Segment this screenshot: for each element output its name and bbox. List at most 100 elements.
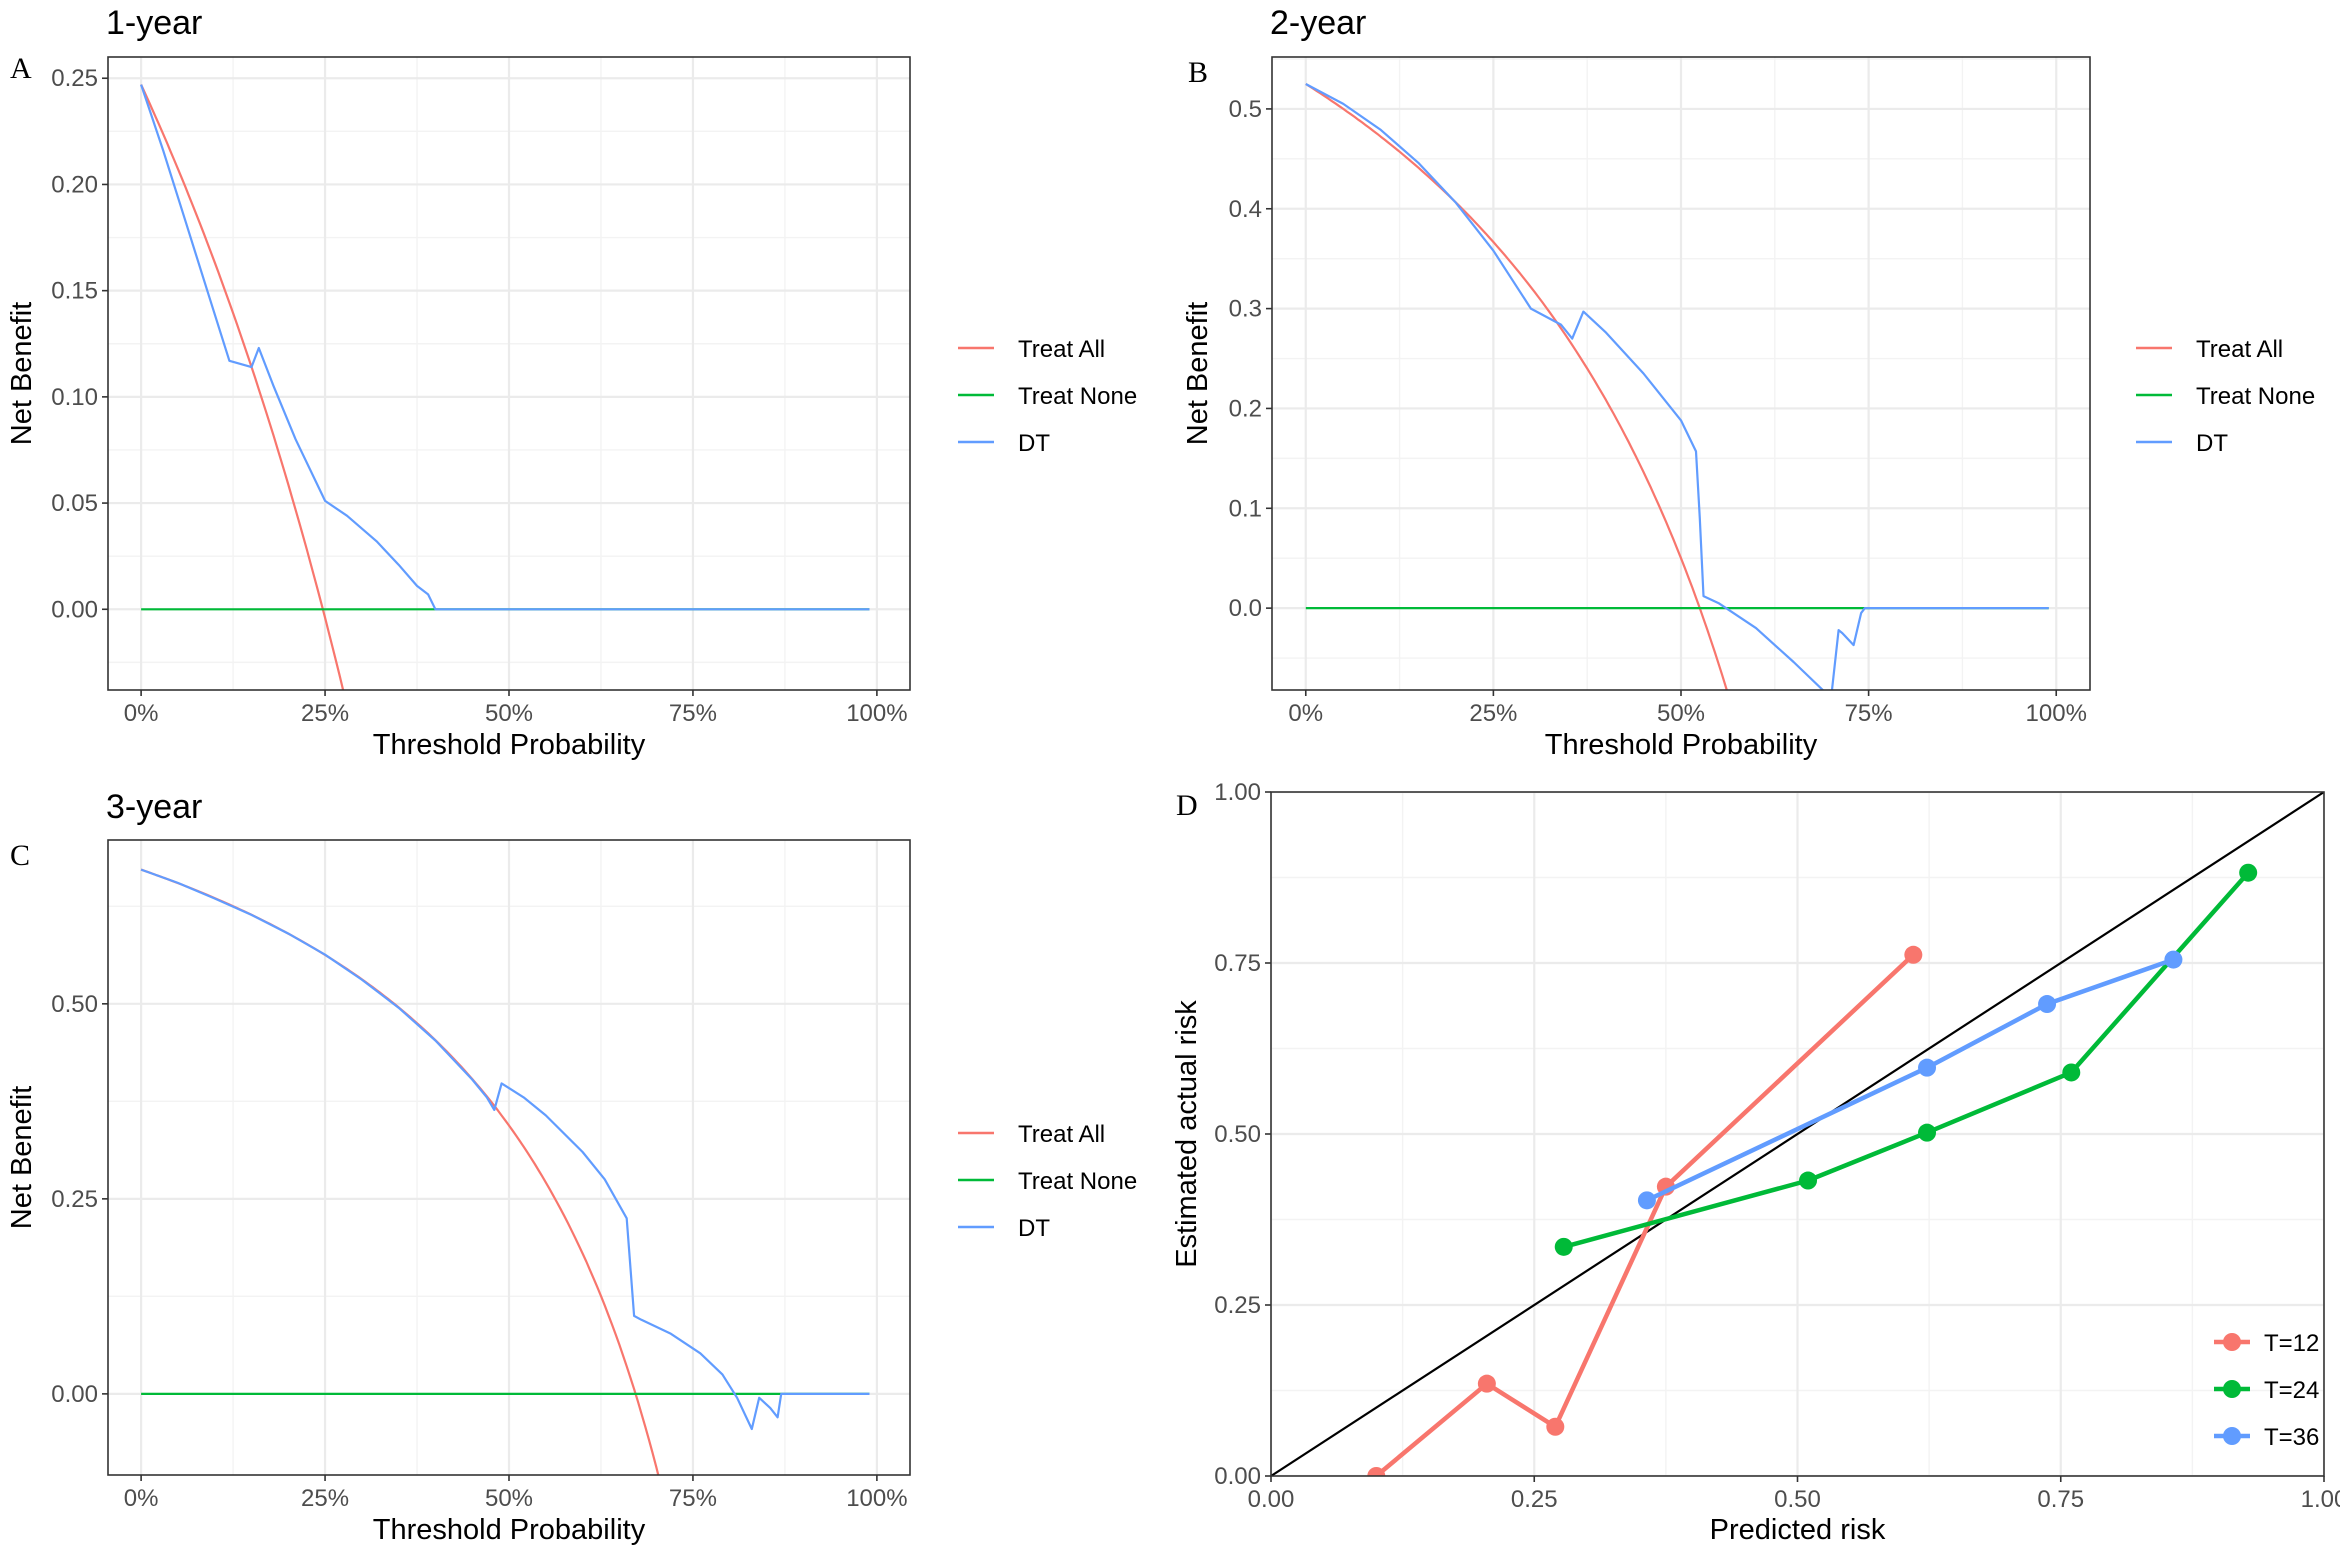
x-tick-label: 100%	[2026, 700, 2087, 727]
x-axis-label: Predicted risk	[1710, 1514, 1886, 1546]
data-point-t-12	[1367, 1467, 1386, 1476]
legend-label: Treat None	[1018, 383, 1137, 410]
panel-letter: A	[10, 52, 32, 85]
data-point-t-24	[1799, 1171, 1818, 1190]
legend-key-point	[2223, 1380, 2241, 1398]
x-tick-label: 0%	[1288, 700, 1323, 727]
series-line-treat-all	[1305, 83, 1728, 690]
y-tick-label: 0.25	[51, 65, 98, 92]
plot-area	[140, 84, 870, 690]
y-tick-label: 0.1	[1229, 495, 1262, 522]
x-tick-label: 0.00	[1248, 1486, 1295, 1513]
x-tick-label: 100%	[846, 1485, 907, 1512]
gridlines	[108, 840, 910, 1475]
legend: Treat All Treat None DT	[958, 1121, 1137, 1242]
chart-title: 1-year	[106, 4, 202, 42]
x-tick-label: 75%	[669, 700, 717, 727]
x-tick-label: 0.75	[2037, 1486, 2084, 1513]
data-point-t-24	[1554, 1237, 1573, 1256]
plot-area	[1271, 792, 2324, 1476]
x-tick-label: 0.25	[1511, 1486, 1558, 1513]
series-line-dt	[140, 84, 870, 611]
y-tick-label: 0.4	[1229, 196, 1262, 223]
y-tick-label: 0.25	[51, 1186, 98, 1213]
y-tick-label: 0.50	[51, 991, 98, 1018]
y-tick-label: 0.2	[1229, 395, 1262, 422]
data-point-t-24	[2062, 1063, 2081, 1082]
x-tick-label: 0.50	[1774, 1486, 1821, 1513]
legend: T=12 T=24 T=36	[2214, 1330, 2319, 1451]
y-tick-label: 0.75	[1214, 950, 1261, 977]
gridlines	[1272, 57, 2090, 690]
data-point-t-24	[2239, 863, 2258, 882]
series-line-dt	[1305, 83, 2049, 690]
panel-c: 0% 25% 50% 75% 100% 0.00 0.25 0.50 Threshold Pro…	[6, 788, 1137, 1546]
x-axis-label: Threshold Probability	[373, 729, 646, 761]
legend-key-point	[2223, 1427, 2241, 1445]
panel-a: 0% 25% 50% 75% 100% 0.00 0.05 0.10 0.15 0.20 0.25 T…	[6, 4, 1137, 761]
data-point-t-12	[1546, 1417, 1565, 1436]
y-tick-label: 0.50	[1214, 1121, 1261, 1148]
x-tick-label: 25%	[301, 700, 349, 727]
x-axis-label: Threshold Probability	[1545, 729, 1818, 761]
x-axis-label: Threshold Probability	[373, 1514, 646, 1546]
y-tick-label: 0.5	[1229, 96, 1262, 123]
panel-letter: D	[1176, 789, 1198, 822]
y-axis-label: Estimated actual risk	[1171, 1000, 1203, 1268]
chart-title: 3-year	[106, 788, 202, 826]
plot-area	[1305, 83, 2049, 690]
data-point-t-24	[1918, 1123, 1937, 1142]
series-line-t-12	[1374, 953, 1915, 1476]
y-tick-label: 0.15	[51, 278, 98, 305]
data-point-t-12	[1477, 1374, 1496, 1393]
legend: Treat All Treat None DT	[958, 336, 1137, 457]
data-point-t-12	[1904, 945, 1923, 964]
legend-label: T=36	[2264, 1424, 2319, 1451]
x-tick-label: 0%	[124, 700, 159, 727]
panel-letter: C	[10, 839, 30, 872]
x-tick-label: 75%	[1845, 700, 1893, 727]
legend-label: Treat None	[1018, 1168, 1137, 1195]
data-point-t-36	[1637, 1191, 1656, 1210]
gridlines	[1271, 792, 2324, 1476]
legend-label: Treat All	[2196, 336, 2283, 363]
y-tick-label: 0.10	[51, 384, 98, 411]
y-axis-label: Net Benefit	[1182, 302, 1214, 445]
y-axis-label: Net Benefit	[6, 302, 38, 445]
legend-label: DT	[2196, 430, 2228, 457]
panel-b: 0% 25% 50% 75% 100% 0.0 0.1 0.2 0.3 0.4 0.5 Thresho…	[1182, 4, 2315, 761]
x-tick-label: 1.00	[2301, 1486, 2340, 1513]
x-tick-label: 50%	[485, 700, 533, 727]
legend: Treat All Treat None DT	[2136, 336, 2315, 457]
y-axis-label: Net Benefit	[6, 1086, 38, 1229]
data-point-t-36	[2164, 950, 2183, 969]
panel-d: 0.00 0.25 0.50 0.75 1.00 0.00 0.25 0.50 0.75 1.00…	[1171, 779, 2340, 1546]
y-tick-label: 0.0	[1229, 595, 1262, 622]
series-line-t-36	[1645, 957, 2175, 1203]
legend-label: T=24	[2264, 1377, 2319, 1404]
chart-title: 2-year	[1270, 4, 1366, 42]
legend-label: T=12	[2264, 1330, 2319, 1357]
y-tick-label: 0.20	[51, 171, 98, 198]
x-tick-label: 25%	[1469, 700, 1517, 727]
y-tick-label: 0.05	[51, 490, 98, 517]
y-tick-label: 1.00	[1214, 779, 1261, 806]
y-tick-label: 0.00	[51, 1381, 98, 1408]
legend-label: Treat All	[1018, 336, 1105, 363]
legend-label: Treat All	[1018, 1121, 1105, 1148]
data-point-t-36	[1918, 1058, 1937, 1077]
y-tick-label: 0.00	[1214, 1463, 1261, 1490]
x-tick-label: 25%	[301, 1485, 349, 1512]
x-tick-label: 100%	[846, 700, 907, 727]
gridlines	[108, 57, 910, 690]
legend-label: Treat None	[2196, 383, 2315, 410]
x-tick-label: 75%	[669, 1485, 717, 1512]
reference-diagonal	[1271, 792, 2324, 1476]
x-tick-label: 0%	[124, 1485, 159, 1512]
x-tick-label: 50%	[485, 1485, 533, 1512]
data-point-t-36	[2038, 995, 2057, 1014]
legend-label: DT	[1018, 1215, 1050, 1242]
y-tick-label: 0.00	[51, 596, 98, 623]
legend-label: DT	[1018, 430, 1050, 457]
